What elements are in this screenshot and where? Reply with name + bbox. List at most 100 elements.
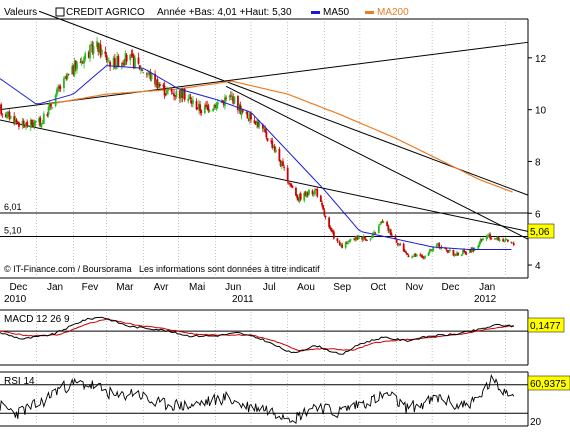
y-tick-label: 10 (535, 106, 547, 117)
candle-body (179, 90, 181, 99)
candle-body (279, 161, 282, 166)
candle-body (92, 46, 95, 54)
candle-body (340, 244, 342, 246)
candle-body (32, 123, 35, 127)
candle-body (437, 242, 439, 245)
candle-body (319, 195, 322, 202)
candle-body (212, 108, 214, 112)
candle-body (199, 104, 201, 112)
candle-body (245, 112, 248, 114)
candle-body (380, 221, 383, 224)
candle-body (323, 210, 326, 216)
candle-body (48, 102, 51, 108)
month-label: Jan (47, 282, 63, 293)
candle-body (21, 121, 24, 126)
candle-body (377, 225, 380, 234)
candle-body (344, 242, 347, 248)
year-label-2011: 2011 (232, 294, 254, 305)
candle-body (422, 257, 425, 259)
candle-body (286, 167, 289, 182)
candle-body (312, 193, 315, 195)
candle-body (321, 202, 323, 206)
candle-body (115, 65, 117, 69)
x-axis-year-labels: 2010 2011 2012 (4, 294, 497, 305)
candle-body (427, 253, 430, 256)
candle-body (7, 111, 10, 114)
candle-body (264, 129, 267, 132)
candle-body (23, 124, 26, 127)
legend-ma50-swatch (311, 11, 320, 14)
candle-body (46, 114, 49, 116)
candle-body (407, 255, 410, 258)
candle-body (362, 236, 365, 240)
candle-body (122, 62, 125, 64)
candle-body (237, 95, 239, 111)
candle-body (424, 255, 426, 259)
candle-body (435, 244, 438, 247)
candle-body (13, 116, 16, 124)
candle-body (389, 229, 392, 236)
macd-line (0, 316, 514, 355)
candle-body (272, 147, 275, 148)
candle-body (512, 243, 515, 245)
candle-body (8, 111, 11, 120)
candle-body (447, 251, 450, 253)
candle-body (214, 104, 217, 108)
last-price-box: 5,06 (527, 223, 555, 239)
candle-body (148, 72, 151, 75)
candle-body (428, 249, 431, 253)
candle-body (431, 250, 434, 252)
candle-body (246, 111, 249, 119)
candle-body (233, 96, 236, 104)
rsi-month-gridlines (36, 374, 506, 424)
candle-body (412, 255, 415, 257)
candle-body (247, 119, 250, 121)
candle-body (282, 161, 284, 167)
candle-body (353, 238, 355, 240)
legend-ma200-swatch (365, 11, 374, 14)
candle-body (205, 104, 207, 106)
ma200-series (47, 80, 513, 193)
candle-body (208, 110, 211, 112)
rsi-value-background (527, 375, 570, 391)
candle-body (489, 234, 492, 239)
candle-body (224, 97, 226, 106)
candle-body (121, 62, 123, 68)
candle-body (270, 140, 273, 142)
candle-body (283, 167, 286, 168)
candle-body (503, 241, 506, 242)
month-label: Nov (405, 282, 423, 293)
candle-body (496, 236, 499, 239)
candle-body (145, 73, 148, 75)
ma50-series (0, 65, 512, 250)
candle-body (22, 120, 25, 125)
y-tick-label: 12 (535, 54, 547, 65)
candle-body (163, 85, 166, 96)
candle-body (83, 57, 85, 64)
candle-body (461, 250, 464, 254)
candle-body (156, 79, 159, 89)
candle-body (71, 65, 74, 75)
candle-body (480, 239, 483, 241)
candle-body (98, 43, 101, 52)
candle-body (394, 236, 397, 240)
candle-body (345, 242, 348, 244)
main-horizontal-levels: 6,01 5,10 (0, 202, 528, 238)
candle-body (25, 122, 27, 127)
month-label: Mai (189, 282, 205, 293)
candle-body (131, 54, 134, 57)
candle-body (357, 236, 360, 239)
footer-disclaimer: Les informations sont données à titre in… (139, 264, 320, 274)
candle-body (336, 238, 339, 242)
candle-body (137, 57, 140, 64)
candle-body (241, 109, 244, 113)
candle-body (396, 243, 399, 245)
candle-body (303, 192, 306, 201)
candle-body (456, 252, 458, 256)
macd-last-value: 0,1477 (530, 321, 561, 332)
last-price-value: 5,06 (530, 227, 550, 238)
macd-panel: MACD 12 26 9 0,1477 (0, 309, 565, 366)
candle-body (200, 110, 203, 114)
candle-body (105, 54, 108, 61)
candle-body (446, 250, 449, 252)
